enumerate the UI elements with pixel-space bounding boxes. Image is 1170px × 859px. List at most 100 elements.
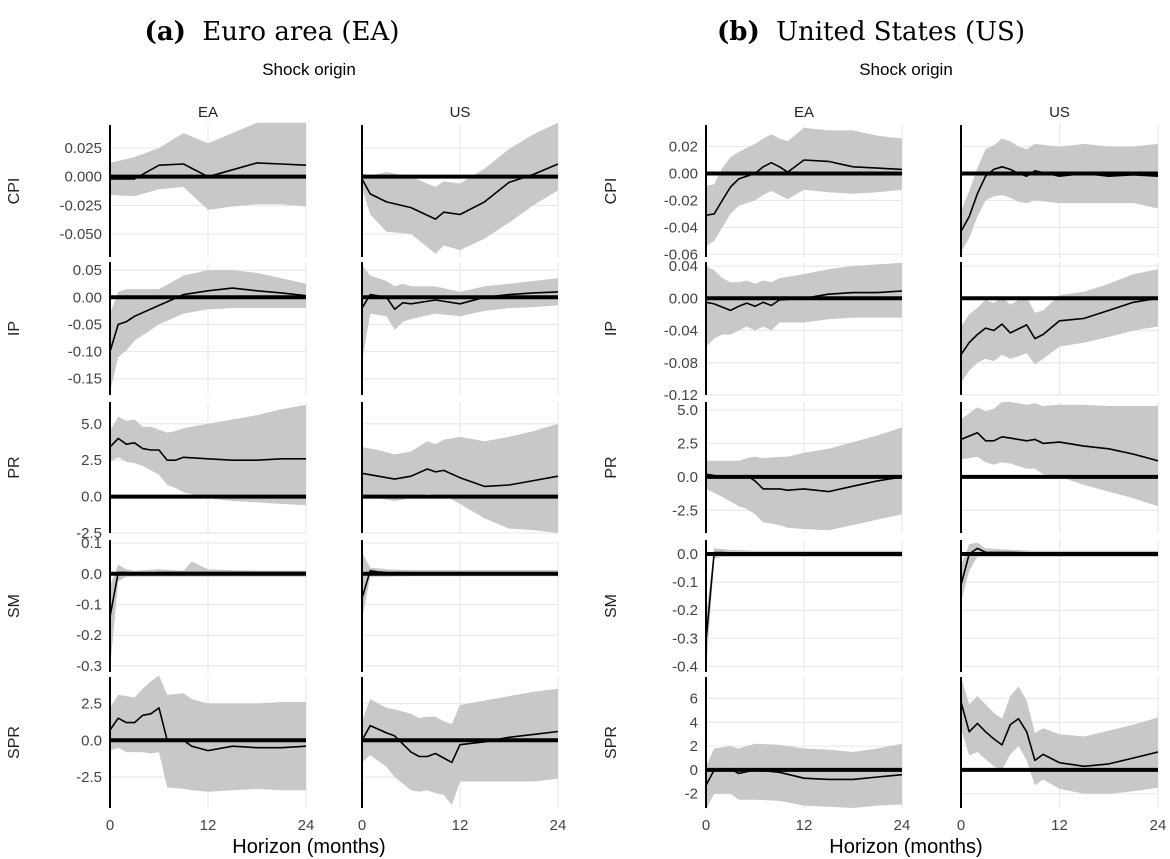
x-tick-label: 12 [200, 817, 217, 834]
y-tick-label: 4 [690, 714, 698, 731]
y-tick-label: -0.3 [76, 658, 102, 675]
facet-spr-us [960, 677, 1159, 808]
row-label-pr: PR [6, 456, 23, 478]
x-tick-label: 24 [1150, 817, 1167, 834]
y-tick-label: 0.00 [669, 290, 698, 307]
facet-ip-ea [109, 262, 307, 395]
facet-sm-us [960, 540, 1159, 672]
confidence-band [110, 270, 306, 393]
impulse-response-line [705, 290, 903, 312]
panel-a-title-text: Euro area (EA) [202, 17, 399, 47]
y-tick-label: 2 [690, 738, 698, 755]
facet-sm-us [361, 540, 559, 672]
facet-pr-us [960, 402, 1159, 533]
facet-sm-ea [109, 540, 307, 672]
x-tick-label: 0 [957, 817, 965, 834]
facet-pr-ea [109, 402, 307, 534]
impulse-response-line [960, 431, 1159, 462]
row-label-pr: PR [603, 456, 620, 478]
row-label-ip: IP [6, 321, 23, 336]
column-header-ea: EA [794, 104, 814, 121]
row-label-sm: SM [603, 594, 620, 618]
y-tick-label: -2.5 [76, 525, 102, 542]
y-tick-label: 5.0 [677, 402, 698, 419]
panel-b-xlabel: Horizon (months) [829, 836, 982, 858]
panel-b-title: (b) United States (US) [717, 17, 1025, 47]
impulse-response-line [705, 473, 903, 493]
y-tick-label: 0.00 [669, 165, 698, 182]
impulse-response-line [705, 767, 903, 786]
panel-a-origin-label: Shock origin [262, 60, 356, 79]
x-tick-label: 12 [796, 817, 813, 834]
panel-a-title: (a) Euro area (EA) [145, 17, 400, 47]
impulse-response-line [705, 159, 903, 216]
y-tick-label: -0.12 [664, 387, 698, 404]
y-tick-label: -0.025 [59, 197, 102, 214]
facet-pr-us [361, 402, 559, 534]
impulse-response-line [361, 724, 559, 764]
y-tick-label: -0.2 [672, 602, 698, 619]
x-tick-label: 0 [106, 817, 114, 834]
confidence-band [706, 743, 902, 810]
y-tick-label: -0.050 [59, 226, 102, 243]
y-tick-label: 0 [690, 762, 698, 779]
panel-b-origin-label: Shock origin [859, 60, 953, 79]
confidence-band [706, 127, 902, 247]
confidence-band [110, 675, 306, 792]
y-tick-label: -0.15 [68, 371, 102, 388]
x-tick-label: 24 [550, 817, 567, 834]
panel-b-label: (b) [717, 17, 760, 47]
confidence-band [362, 688, 558, 806]
confidence-band [961, 138, 1158, 252]
impulse-response-line [361, 291, 559, 311]
panel-a-label: (a) [145, 17, 186, 47]
y-tick-label: -0.05 [68, 316, 102, 333]
y-tick-label: -0.04 [664, 323, 698, 340]
y-tick-label: 2.5 [81, 695, 102, 712]
y-tick-label: 0.0 [81, 566, 102, 583]
impulse-response-line [109, 437, 306, 462]
y-tick-label: -2.5 [76, 769, 102, 786]
facet-cpi-ea [109, 122, 307, 257]
y-tick-label: -2 [685, 786, 698, 803]
y-tick-label: 0.000 [64, 169, 102, 186]
facet-cpi-us [361, 122, 559, 257]
row-label-spr: SPR [6, 726, 23, 759]
y-tick-label: -0.04 [664, 219, 698, 236]
y-tick-label: 0.0 [81, 489, 102, 506]
x-tick-label: 0 [358, 817, 366, 834]
y-tick-label: -0.06 [664, 246, 698, 263]
confidence-band [110, 122, 306, 210]
y-tick-label: 0.1 [81, 535, 102, 552]
y-tick-label: 0.04 [669, 258, 698, 275]
y-tick-label: 5.0 [81, 416, 102, 433]
y-tick-label: 0.0 [81, 732, 102, 749]
row-label-cpi: CPI [6, 178, 23, 205]
row-label-sm: SM [6, 594, 23, 618]
impulse-response-line [960, 547, 1158, 586]
confidence-band [110, 404, 306, 506]
confidence-band [706, 262, 902, 347]
x-tick-label: 12 [452, 817, 469, 834]
y-tick-label: 6 [690, 690, 698, 707]
y-tick-label: 2.5 [81, 452, 102, 469]
column-header-us: US [1049, 104, 1070, 121]
facet-cpi-ea [705, 125, 903, 257]
y-tick-label: 0.05 [73, 262, 102, 279]
y-tick-label: -0.4 [672, 658, 698, 675]
confidence-band [362, 122, 558, 254]
row-label-spr: SPR [603, 726, 620, 759]
facet-ip-ea [705, 262, 903, 396]
panel-b-title-text: United States (US) [776, 17, 1025, 47]
facet-sm-ea [705, 540, 903, 672]
impulse-response-line [960, 166, 1159, 232]
impulse-response-line [109, 287, 307, 352]
y-tick-label: 0.025 [64, 140, 102, 157]
y-tick-label: 2.5 [677, 435, 698, 452]
x-tick-label: 24 [894, 817, 911, 834]
x-tick-label: 12 [1051, 817, 1068, 834]
impulse-response-line [361, 468, 559, 488]
impulse-response-line [361, 163, 559, 220]
y-tick-label: 0.0 [677, 469, 698, 486]
